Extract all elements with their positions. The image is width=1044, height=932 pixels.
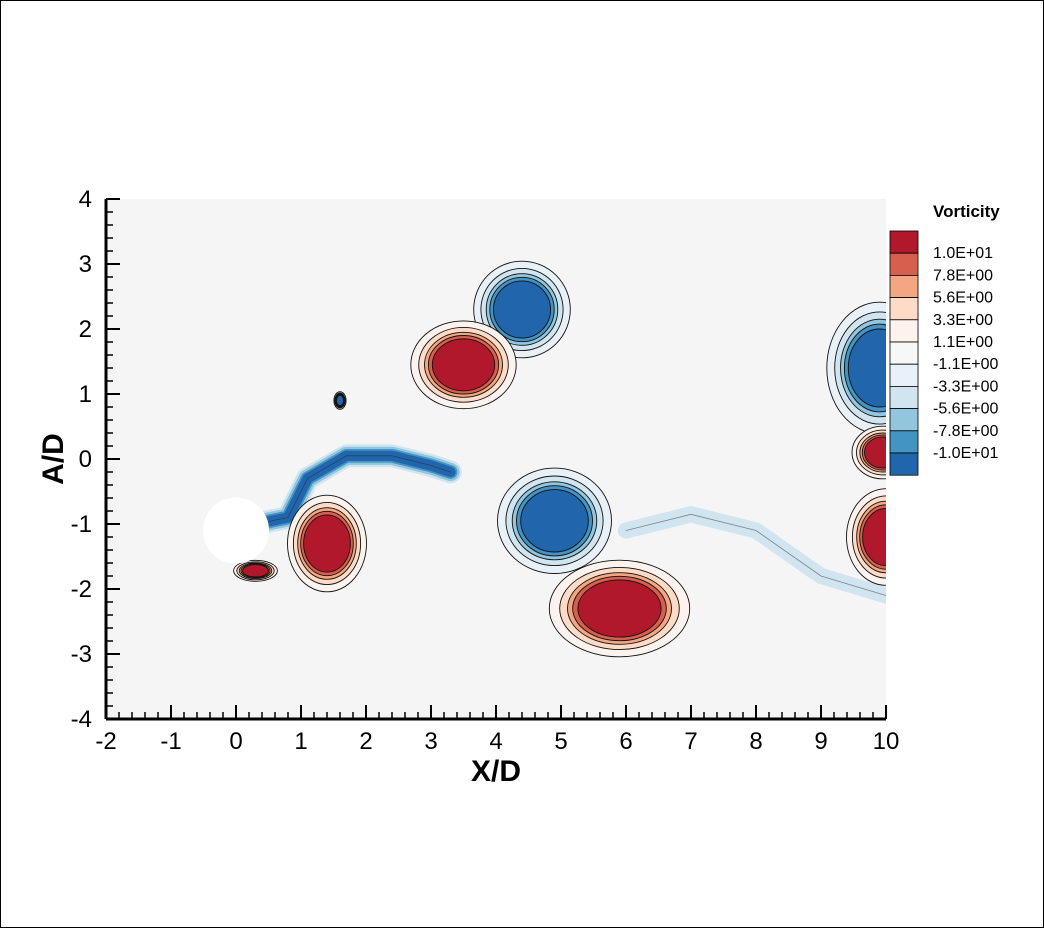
x-tick-label: 1 [294, 728, 307, 755]
legend-level-label: 5.6E+00 [933, 290, 993, 307]
legend-level-label: 7.8E+00 [933, 267, 993, 284]
shear-layer-0-contour-line [255, 455, 451, 525]
legend-title: Vorticity [933, 202, 1000, 221]
legend-level-label: -3.3E+00 [933, 378, 998, 395]
legend-level-label: 3.3E+00 [933, 312, 993, 329]
x-tick-label: -2 [95, 728, 116, 755]
x-tick-label: 9 [814, 728, 827, 755]
x-tick-label: -1 [160, 728, 181, 755]
vortex-contour-level-4 [303, 514, 351, 573]
vortex-positive-1 [410, 320, 517, 410]
legend-swatch [889, 341, 919, 365]
legend: Vorticity 1.0E+01 7.8E+00 5.6E+00 3.3E+00 1.… [889, 202, 1000, 476]
x-tick-label: 2 [359, 728, 372, 755]
shear-layer-1-contour-line [625, 513, 886, 596]
vortex-contour-level-4 [431, 338, 496, 392]
vortex-positive-6 [846, 488, 886, 586]
x-tick-label: 6 [619, 728, 632, 755]
contour-field [203, 260, 886, 658]
legend-swatch [889, 385, 919, 409]
vortex-negative-4 [826, 301, 886, 435]
y-tick-label: -1 [71, 511, 92, 538]
vortex-contour-level-4 [847, 328, 886, 408]
legend-level-label: -1.0E+01 [933, 445, 998, 462]
x-tick-label: 4 [489, 728, 502, 755]
legend-swatch [889, 252, 919, 276]
legend-level-label: 1.1E+00 [933, 334, 993, 351]
x-axis-title: X/D [471, 755, 521, 788]
vortex-positive-3 [548, 559, 691, 658]
vortex-negative-2 [497, 467, 612, 574]
x-tick-label: 7 [684, 728, 697, 755]
y-tick-label: 3 [79, 251, 92, 278]
x-tick-label: 0 [229, 728, 242, 755]
vortex-contour-level-4 [335, 394, 345, 407]
y-tick-label: -4 [71, 706, 92, 733]
y-tick-label: -3 [71, 641, 92, 668]
axes: -2 -1 0 1 2 3 4 5 6 7 8 9 10 -4 -3 -2 -1 0 1 2 3 4 [71, 186, 900, 755]
legend-swatch [889, 430, 919, 454]
y-tick-label: 2 [79, 316, 92, 343]
legend-level-label: 1.0E+01 [933, 245, 993, 262]
y-tick-label: -2 [71, 576, 92, 603]
vortex-contour-level-4 [520, 489, 589, 553]
vortex-contour-level-4 [492, 280, 552, 339]
vortex-contour-level-4 [242, 564, 269, 578]
legend-level-label: -7.8E+00 [933, 423, 998, 440]
legend-swatch [889, 363, 919, 387]
legend-level-label: -5.6E+00 [933, 401, 998, 418]
vortex-positive-8 [233, 559, 278, 582]
vortex-negative-9 [333, 391, 347, 410]
y-tick-label: 0 [79, 446, 92, 473]
x-tick-label: 3 [424, 728, 437, 755]
legend-swatch [889, 319, 919, 343]
legend-swatch [889, 230, 919, 254]
x-tick-label: 8 [749, 728, 762, 755]
x-tick-label: 5 [554, 728, 567, 755]
vortex-positive-7 [287, 494, 367, 593]
y-tick-label: 1 [79, 381, 92, 408]
legend-swatch [889, 297, 919, 321]
legend-level-label: -1.1E+00 [933, 356, 998, 373]
vortex-contour-level-4 [862, 507, 886, 567]
cylinder [203, 497, 269, 564]
vortex-contour-level-4 [864, 436, 886, 469]
y-axis-title: A/D [37, 433, 70, 485]
legend-swatch [889, 408, 919, 432]
vortex-contour-level-4 [577, 579, 662, 638]
legend-swatch [889, 274, 919, 298]
y-tick-label: 4 [79, 186, 92, 213]
vortex-positive-5 [851, 425, 886, 480]
legend-swatch [889, 452, 919, 476]
x-tick-label: 10 [873, 728, 900, 755]
